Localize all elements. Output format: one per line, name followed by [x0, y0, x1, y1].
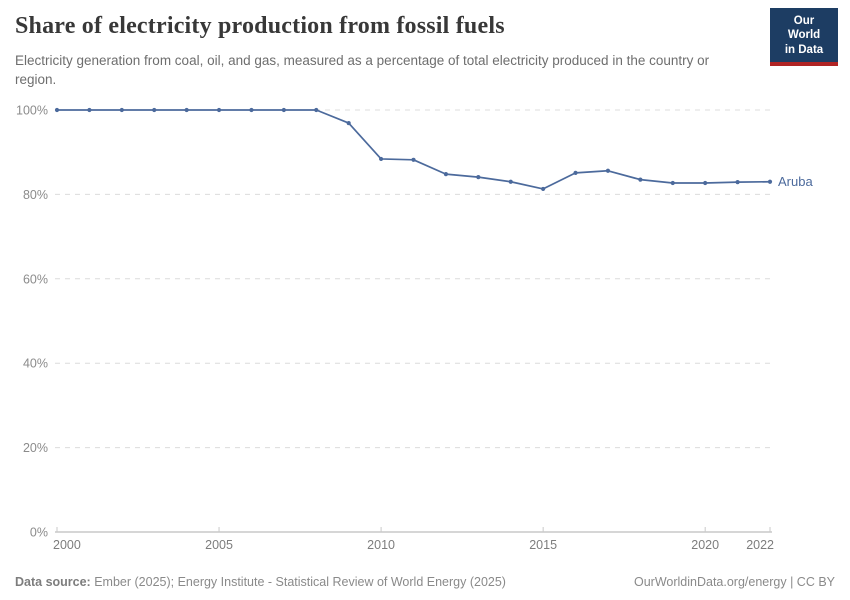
data-point[interactable] — [54, 107, 60, 113]
data-point[interactable] — [216, 107, 222, 113]
data-source-label: Data source: — [15, 575, 91, 589]
owid-logo-line2: in Data — [784, 43, 824, 56]
x-tick-label: 2015 — [529, 538, 557, 552]
data-point[interactable] — [443, 172, 449, 177]
data-point[interactable] — [119, 107, 124, 113]
data-point[interactable] — [411, 157, 416, 162]
x-tick-label: 2010 — [367, 538, 395, 552]
data-point[interactable] — [314, 107, 319, 113]
x-tick-label: 2022 — [746, 538, 774, 552]
y-tick-label: 0% — [30, 526, 48, 540]
x-tick-label: 2020 — [691, 538, 719, 552]
owid-logo-line1: Our World — [787, 15, 821, 42]
data-source-text: Ember (2025); Energy Institute - Statist… — [90, 575, 506, 589]
page-title: Share of electricity production from fos… — [15, 13, 505, 39]
x-tick-label: 2005 — [205, 538, 233, 552]
data-point[interactable] — [703, 180, 708, 186]
y-tick-label: 60% — [23, 272, 48, 286]
series-line-aruba[interactable] — [56, 109, 771, 190]
chart-footer: Data source: Ember (2025); Energy Instit… — [15, 575, 835, 589]
data-point[interactable] — [281, 107, 286, 113]
data-point[interactable] — [670, 180, 675, 186]
y-tick-label: 40% — [23, 357, 48, 371]
data-point[interactable] — [767, 179, 773, 184]
y-tick-label: 80% — [23, 188, 48, 202]
data-point[interactable] — [476, 174, 481, 180]
chart-subtitle: Electricity generation from coal, oil, a… — [15, 53, 710, 87]
data-point[interactable] — [249, 107, 254, 113]
y-tick-label: 20% — [23, 441, 48, 455]
data-point[interactable] — [87, 107, 92, 113]
data-point[interactable] — [378, 156, 384, 162]
data-point[interactable] — [605, 168, 611, 173]
data-point[interactable] — [541, 186, 546, 192]
data-point[interactable] — [152, 107, 157, 113]
data-point[interactable] — [573, 170, 578, 175]
data-point[interactable] — [346, 120, 351, 126]
data-point[interactable] — [184, 107, 189, 113]
owid-logo[interactable]: Our World in Data — [770, 8, 838, 67]
data-source: Data source: Ember (2025); Energy Instit… — [15, 575, 506, 589]
data-point[interactable] — [508, 179, 513, 184]
x-tick-label: 2000 — [53, 538, 81, 552]
y-tick-label: 100% — [16, 104, 48, 118]
data-point[interactable] — [735, 180, 740, 185]
credit-link[interactable]: OurWorldinData.org/energy | CC BY — [633, 575, 835, 589]
series-label-aruba[interactable]: Aruba — [778, 174, 813, 189]
data-point[interactable] — [638, 177, 643, 182]
